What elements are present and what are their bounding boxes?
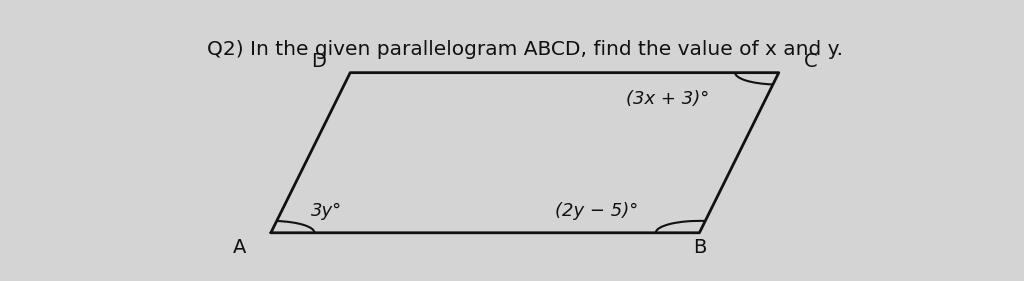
Text: A: A (232, 238, 246, 257)
Text: 3y°: 3y° (311, 202, 342, 220)
Text: C: C (804, 52, 817, 71)
Text: B: B (692, 238, 707, 257)
Text: (2y − 5)°: (2y − 5)° (555, 202, 638, 220)
Text: Q2) In the given parallelogram ABCD, find the value of x and y.: Q2) In the given parallelogram ABCD, fin… (207, 40, 843, 59)
Text: D: D (311, 52, 326, 71)
Text: (3x + 3)°: (3x + 3)° (626, 90, 710, 108)
